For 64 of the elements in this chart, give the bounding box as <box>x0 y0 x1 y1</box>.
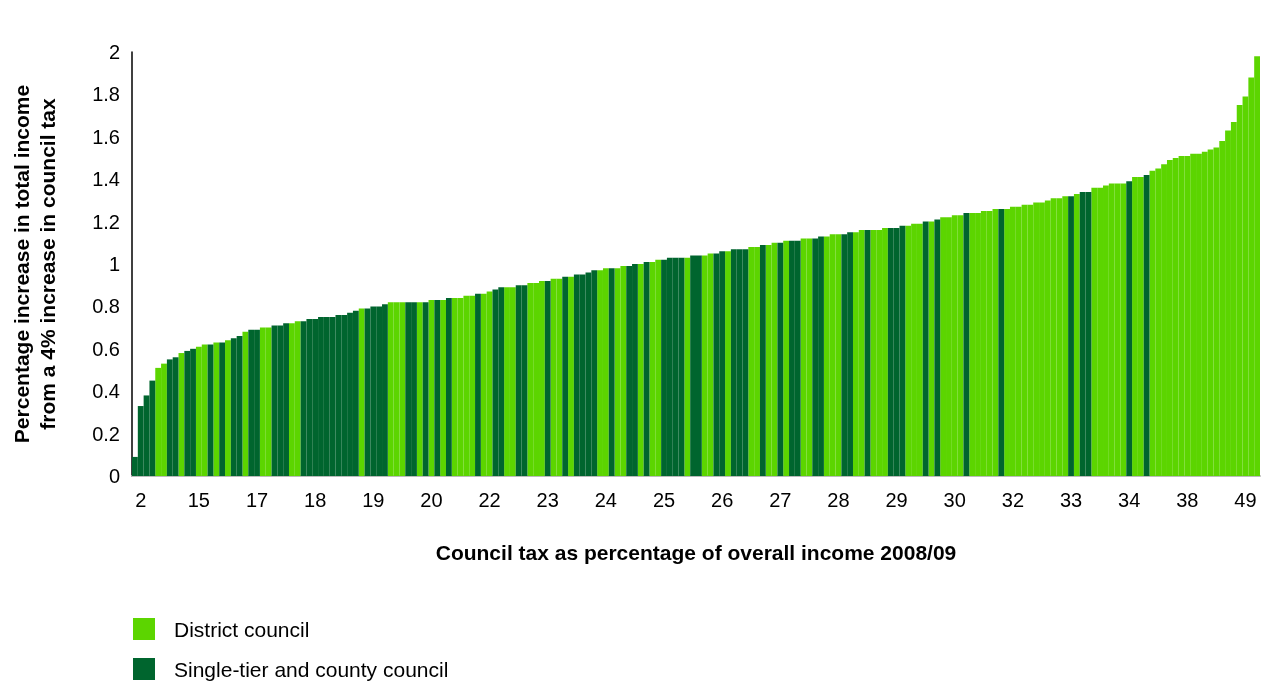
x-tick-label: 25 <box>652 489 676 511</box>
y-tick-label: 0 <box>108 465 120 487</box>
x-tick-label: 34 <box>1118 489 1141 511</box>
y-tick-label: 1.8 <box>92 83 120 106</box>
x-tick-label: 17 <box>245 489 269 511</box>
x-tick-label: 29 <box>885 489 908 511</box>
y-axis-title: Percentage increase in total income from a 4% increase in council tax <box>9 84 59 444</box>
x-tick-label: 28 <box>827 489 850 511</box>
bar <box>934 219 941 476</box>
bar <box>544 280 551 476</box>
x-tick-label: 38 <box>1176 489 1199 511</box>
x-tick-label: 30 <box>943 489 966 511</box>
y-tick-label: 1.6 <box>92 125 120 148</box>
bar <box>358 308 365 476</box>
bar <box>1143 174 1150 476</box>
x-tick-label: 22 <box>478 489 501 511</box>
bar <box>777 242 784 476</box>
bar <box>759 244 766 476</box>
x-tick-label: 32 <box>1001 489 1025 511</box>
x-tick-label: 24 <box>594 489 617 511</box>
x-tick-label: 23 <box>536 489 559 511</box>
legend-label: District council <box>174 617 310 641</box>
x-tick-label: 19 <box>362 489 385 511</box>
x-tick-label: 20 <box>420 489 443 511</box>
x-tick-label: 33 <box>1059 489 1083 511</box>
bar <box>219 342 226 476</box>
x-axis-title: Council tax as percentage of overall income 2008/09 <box>435 541 957 564</box>
y-tick-label: 1 <box>108 253 120 275</box>
bar <box>225 340 231 476</box>
bar <box>568 276 574 476</box>
legend-label: Single-tier and county council <box>174 657 449 681</box>
bar <box>1073 194 1080 476</box>
y-tick-label: 0.6 <box>92 337 120 360</box>
x-tick-label: 18 <box>304 489 327 511</box>
bar <box>1068 196 1074 476</box>
bar <box>684 257 691 476</box>
y-tick-label: 1.2 <box>92 210 120 233</box>
y-tick-label: 0.4 <box>92 380 120 403</box>
bar <box>725 251 731 476</box>
bar <box>434 300 441 476</box>
bar <box>637 264 644 476</box>
bar <box>783 240 790 476</box>
y-tick-label: 2 <box>108 41 120 63</box>
y-tick-label: 1.4 <box>92 168 120 191</box>
x-tick-label: 26 <box>711 489 734 511</box>
bar <box>562 276 569 476</box>
bar <box>416 302 423 476</box>
bar <box>440 300 446 476</box>
x-tick-label: 2 <box>135 489 147 511</box>
y-tick-label: 0.8 <box>92 295 120 318</box>
x-tick-label: 15 <box>187 489 210 511</box>
bar <box>445 297 452 476</box>
bar <box>242 331 249 476</box>
bar <box>608 268 615 476</box>
bar <box>1126 181 1133 476</box>
bar <box>422 302 429 476</box>
y-tick-label: 0.2 <box>92 422 120 445</box>
bar <box>998 208 1005 476</box>
x-tick-label: 27 <box>769 489 792 511</box>
bar <box>963 213 970 476</box>
bar <box>475 293 481 476</box>
x-tick-label: 49 <box>1234 489 1257 511</box>
bar <box>922 221 929 476</box>
bar <box>213 342 220 476</box>
